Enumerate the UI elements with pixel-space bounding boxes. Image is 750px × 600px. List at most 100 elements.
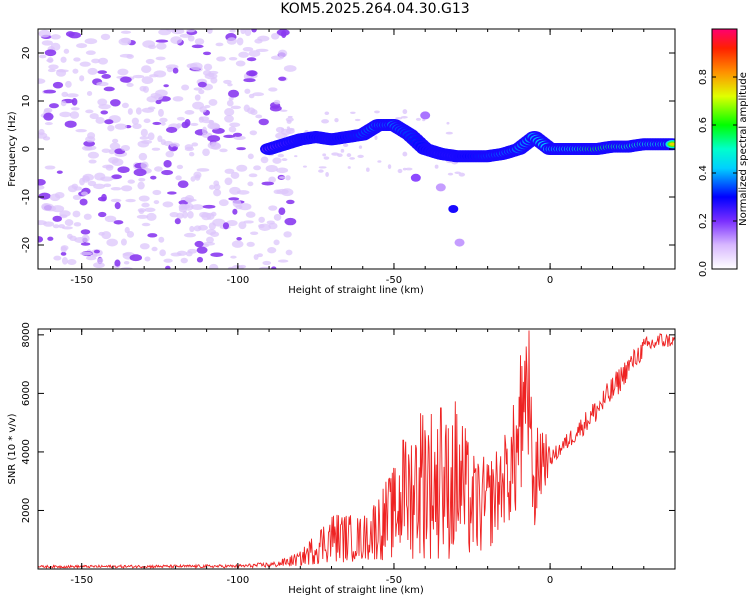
spectrogram-noise-blob (73, 57, 81, 62)
spectrogram-noise-blob (258, 266, 271, 269)
spectrogram-noise-blob (271, 32, 280, 40)
spectrogram-noise-blob (152, 121, 162, 125)
spectrogram-noise-blob (100, 176, 114, 182)
spectrogram-noise-blob (153, 200, 160, 205)
spectrogram-noise-blob (255, 114, 263, 119)
spectrogram-noise-blob (107, 124, 115, 132)
spectrogram-noise-blob (402, 167, 407, 171)
spectrogram-noise-blob (192, 101, 205, 110)
spectrogram-noise-blob (126, 230, 135, 238)
spectrogram-noise-blob (151, 147, 161, 151)
spectrogram-noise-blob (120, 144, 131, 152)
spectrogram-noise-blob (176, 212, 184, 219)
spectrogram-noise-blob (247, 153, 254, 160)
spectrogram-noise-blob (222, 222, 230, 230)
spectrogram-noise-blob (286, 199, 295, 205)
spectrogram-noise-blob (287, 115, 293, 118)
spectrogram-noise-blob (374, 135, 378, 141)
spectrogram-noise-blob (203, 63, 213, 71)
spectrogram-feature-blob (435, 183, 446, 192)
spectrogram-noise-blob (79, 198, 88, 206)
spectrogram-noise-blob (111, 174, 122, 179)
spectrogram-noise-blob (268, 87, 278, 92)
spectrogram-noise-blob (71, 183, 79, 189)
spectrogram-noise-blob (286, 126, 290, 130)
snr-x-tick-label: -50 (386, 575, 402, 586)
spectrogram-noise-blob (202, 204, 216, 209)
spectrogram-noise-blob (202, 243, 210, 248)
spectrogram-noise-blob (143, 118, 151, 124)
spectrogram-noise-blob (127, 179, 135, 184)
spectrogram-noise-blob (70, 107, 80, 111)
spectrogram-noise-blob (182, 210, 188, 219)
spectrogram-noise-blob (210, 252, 224, 257)
spectrogram-noise-blob (165, 126, 178, 133)
spectrogram-noise-blob (163, 160, 172, 168)
spectrogram-y-axis: -20 -10 0 10 20 (21, 47, 675, 253)
spectrogram-noise-blob (206, 236, 214, 244)
spectrogram-noise-blob (137, 181, 145, 190)
spectrogram-noise-blob (98, 211, 107, 218)
spectrogram-noise-blob (97, 57, 108, 65)
spectrogram-noise-blob (340, 148, 345, 153)
spectrogram-noise-blob (186, 29, 196, 33)
spectrogram-noise-blob (93, 262, 105, 269)
spectrogram-noise-blob (185, 251, 193, 257)
spectrogram-noise-blob (165, 150, 174, 158)
spectrogram-noise-blob (176, 164, 184, 170)
spectrogram-noise-blob (180, 204, 191, 209)
spectrogram-noise-blob (163, 258, 173, 263)
spectrogram-noise-blob (334, 118, 339, 123)
spectrogram-noise-blob (103, 183, 112, 188)
spectrogram-noise-blob (119, 53, 133, 58)
spectrogram-noise-blob (139, 243, 150, 250)
spectrogram-noise-blob (210, 211, 217, 217)
spectrogram-noise-blob (112, 138, 119, 144)
snr-y-tick-label: 8000 (21, 322, 32, 347)
spectrogram-noise-blob (273, 99, 281, 105)
spectrogram-noise-blob (111, 158, 124, 167)
spectrogram-noise-blob (236, 236, 242, 241)
spectrogram-noise-blob (206, 29, 213, 34)
spectrogram-noise-blob (245, 211, 256, 218)
spectrogram-noise-blob (258, 118, 269, 126)
spectrogram-noise-blob (262, 260, 272, 266)
spectrogram-noise-blob (95, 116, 105, 124)
spectrogram-noise-blob (65, 31, 75, 37)
spectrogram-noise-blob (228, 96, 234, 101)
spectrogram-y-tick-label: -20 (21, 237, 32, 253)
spectrogram-noise-blob (93, 183, 106, 190)
spectrogram-noise-blob (273, 239, 280, 246)
spectrogram-noise-blob (162, 201, 174, 208)
spectrogram-noise-blob (161, 169, 174, 176)
spectrogram-noise-blob (166, 66, 173, 73)
spectrogram-noise-blob (243, 220, 254, 224)
spectrogram-noise-blob (139, 85, 147, 92)
spectrogram-feature-blob (420, 111, 431, 120)
spectrogram-noise-blob (141, 202, 150, 208)
spectrogram-noise-blob (127, 108, 133, 115)
spectrogram-noise-blob (175, 175, 182, 181)
spectrogram-noise-blob (285, 249, 293, 256)
spectrogram-noise-blob (163, 84, 169, 88)
spectrogram-noise-blob (61, 91, 69, 98)
snr-y-tick-label: 2000 (21, 498, 32, 523)
spectrogram-noise-blob (71, 98, 78, 106)
spectrogram-noise-blob (248, 50, 261, 57)
spectrogram-noise-blob (41, 40, 54, 46)
spectrogram-noise-blob (135, 107, 142, 115)
spectrogram-noise-blob (87, 67, 98, 75)
spectrogram-noise-blob (147, 233, 158, 238)
colorbar-gradient (711, 28, 738, 270)
spectrogram-noise-blob (159, 249, 166, 257)
spectrogram-noise-blob (109, 142, 121, 151)
spectrogram-x-tick-label: 0 (547, 275, 553, 286)
spectrogram-ridge-layer (260, 119, 675, 163)
spectrogram-noise-blob (208, 263, 219, 269)
spectrogram-noise-blob (106, 238, 118, 247)
spectrogram-noise-blob (129, 254, 143, 262)
spectrogram-noise-blob (85, 50, 96, 56)
spectrogram-noise-blob (155, 39, 169, 43)
spectrogram-noise-blob (52, 215, 63, 222)
